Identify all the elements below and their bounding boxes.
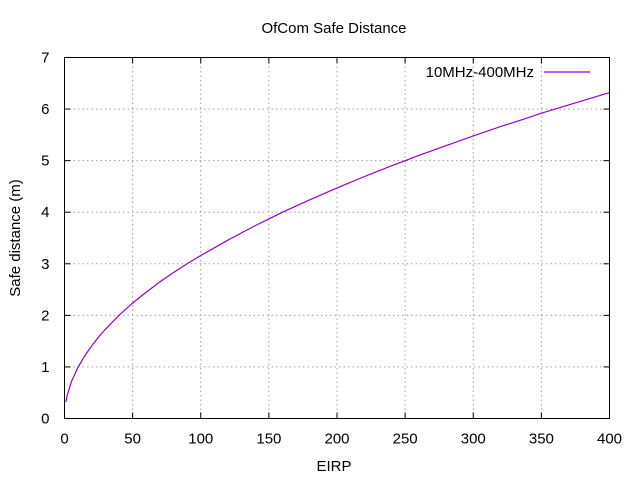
x-axis-label: EIRP (316, 458, 351, 475)
y-tick-label: 6 (41, 101, 49, 118)
y-tick-label: 0 (41, 411, 49, 428)
y-tick-label: 7 (41, 50, 49, 67)
y-tick-label: 1 (41, 359, 49, 376)
x-tick-label: 50 (124, 431, 141, 448)
legend-label: 10MHz-400MHz (426, 64, 534, 81)
y-tick-label: 3 (41, 256, 49, 273)
chart-title: OfCom Safe Distance (261, 20, 406, 37)
y-tick-label: 5 (41, 153, 49, 170)
x-tick-label: 100 (188, 431, 213, 448)
series (65, 91, 610, 403)
legend: 10MHz-400MHz (426, 64, 590, 81)
x-tick-label: 0 (60, 431, 68, 448)
series-line (65, 91, 610, 403)
grid (64, 57, 610, 419)
x-tick-label: 300 (461, 431, 486, 448)
x-tick-label: 350 (529, 431, 554, 448)
x-tick-label: 400 (597, 431, 622, 448)
x-tick-label: 250 (393, 431, 418, 448)
x-tick-label: 200 (324, 431, 349, 448)
y-axis-label: Safe distance (m) (7, 179, 24, 297)
ticks: 0 50 100 150 200 250 300 350 400 0 1 2 3 4 5 6 7 (41, 50, 622, 448)
x-tick-label: 150 (256, 431, 281, 448)
y-tick-label: 2 (41, 307, 49, 324)
y-tick-label: 4 (41, 204, 49, 221)
